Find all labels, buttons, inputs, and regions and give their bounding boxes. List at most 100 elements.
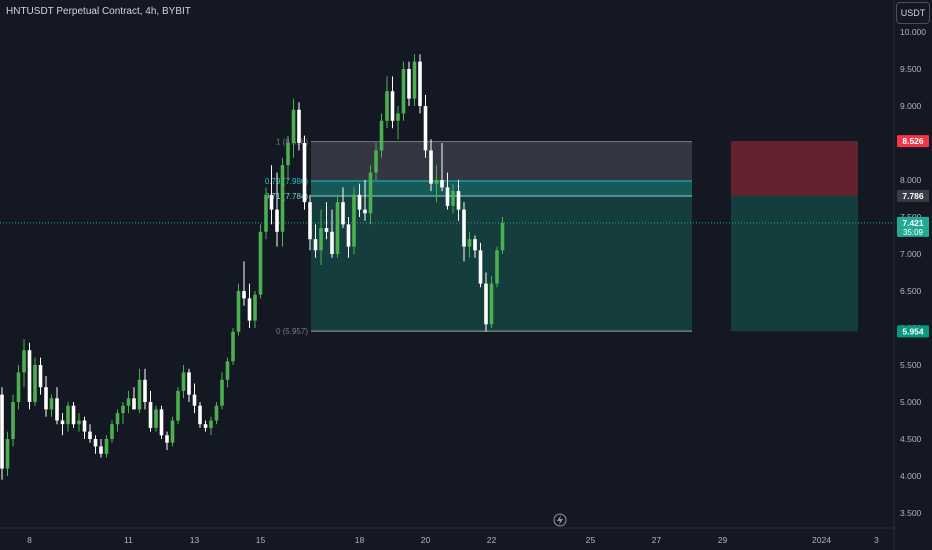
candle-body — [181, 372, 186, 391]
x-tick-label: 2024 — [812, 535, 831, 545]
stop-loss-zone — [731, 141, 858, 196]
candle-body — [302, 143, 307, 203]
fib-level-label: 0.79 (7.986) — [265, 177, 308, 186]
chart-title: HNTUSDT Perpetual Contract, 4h, BYBIT — [6, 6, 191, 17]
candle-body — [291, 109, 296, 143]
candle-body — [484, 283, 488, 325]
candle-body — [44, 387, 48, 410]
x-tick-label: 3 — [874, 535, 879, 545]
price-badge-label: 7.786 — [902, 191, 924, 201]
candle-body — [38, 365, 43, 388]
price-badge — [897, 189, 929, 202]
fib-zone-bottom — [311, 195, 692, 332]
x-tick-label: 8 — [27, 535, 32, 545]
candle-body — [93, 439, 98, 447]
price-badge — [897, 216, 929, 237]
candle-body — [225, 361, 230, 380]
candle-body — [82, 420, 87, 432]
candle-body — [352, 194, 356, 247]
candle-body — [286, 143, 290, 166]
price-badge — [897, 135, 929, 148]
lightning-icon[interactable] — [553, 513, 567, 527]
candle-body — [22, 350, 26, 373]
candle-body — [412, 61, 417, 99]
candle-body — [423, 106, 428, 151]
currency-button[interactable]: USDT — [896, 2, 930, 24]
x-tick-label: 22 — [487, 535, 497, 545]
candle-body — [330, 231, 334, 254]
candle-body — [313, 239, 318, 251]
candle-body — [66, 405, 70, 425]
candle-body — [132, 398, 136, 410]
fib-level-label: 0 (5.957) — [276, 327, 308, 336]
candle-body — [495, 250, 499, 284]
price-badge — [897, 325, 929, 338]
y-tick-label: 4.500 — [900, 434, 922, 444]
candle-body — [159, 409, 164, 436]
candle-body — [115, 413, 120, 425]
candle-body — [396, 113, 400, 121]
candle-body — [324, 228, 329, 232]
candle-body — [198, 405, 202, 425]
candle-body — [242, 291, 246, 299]
candle-body — [275, 209, 279, 232]
candle-body — [88, 431, 92, 439]
fib-zone-top — [311, 141, 692, 182]
y-tick-label: 10.000 — [900, 27, 926, 37]
candle-body — [434, 180, 439, 184]
candle-body — [55, 398, 59, 421]
candle-body — [176, 390, 180, 421]
candle-body — [407, 69, 411, 99]
y-tick-label: 9.000 — [900, 101, 922, 111]
candle-body — [154, 409, 158, 428]
candle-body — [247, 298, 252, 321]
candle-body — [236, 291, 241, 332]
candle-body — [60, 420, 65, 425]
price-badge-label: 5.954 — [902, 326, 924, 336]
price-badge-label: 8.526 — [902, 136, 924, 146]
candle-body — [99, 446, 103, 454]
candle-body — [418, 61, 422, 106]
candle-body — [77, 420, 81, 425]
candle-body — [209, 420, 213, 428]
candle-body — [165, 435, 169, 443]
candle-body — [374, 150, 378, 173]
fib-level-label: 0.71 (7.784) — [265, 192, 308, 201]
candle-body — [451, 191, 455, 206]
candle-body — [126, 398, 131, 406]
candle-body — [385, 91, 389, 121]
candle-body — [258, 231, 263, 295]
y-tick-label: 5.000 — [900, 397, 922, 407]
candle-body — [440, 180, 444, 188]
price-badge-countdown: 35:09 — [903, 228, 924, 237]
y-tick-label: 5.500 — [900, 360, 922, 370]
take-profit-zone — [731, 195, 858, 332]
candle-body — [187, 372, 191, 395]
candle-body — [308, 202, 312, 240]
candle-body — [363, 209, 367, 214]
candle-body — [110, 424, 114, 439]
candle-body — [49, 398, 54, 410]
candle-body — [346, 224, 351, 247]
candle-body — [148, 402, 153, 428]
x-tick-label: 18 — [355, 535, 365, 545]
x-tick-label: 13 — [190, 535, 200, 545]
y-tick-label: 9.500 — [900, 64, 922, 74]
candle-body — [280, 165, 285, 232]
candle-body — [203, 424, 208, 428]
x-tick-label: 27 — [652, 535, 662, 545]
candle-body — [71, 405, 76, 425]
price-badge-label: 7.421 — [902, 218, 924, 228]
x-tick-label: 15 — [256, 535, 266, 545]
candle-body — [319, 228, 323, 251]
candle-body — [379, 120, 384, 151]
candle-body — [473, 239, 477, 251]
y-tick-label: 6.500 — [900, 286, 922, 296]
candle-body — [11, 402, 15, 439]
candle-body — [467, 239, 472, 247]
candle-body — [143, 379, 147, 402]
candle-body — [214, 405, 219, 421]
candle-body — [269, 194, 274, 210]
